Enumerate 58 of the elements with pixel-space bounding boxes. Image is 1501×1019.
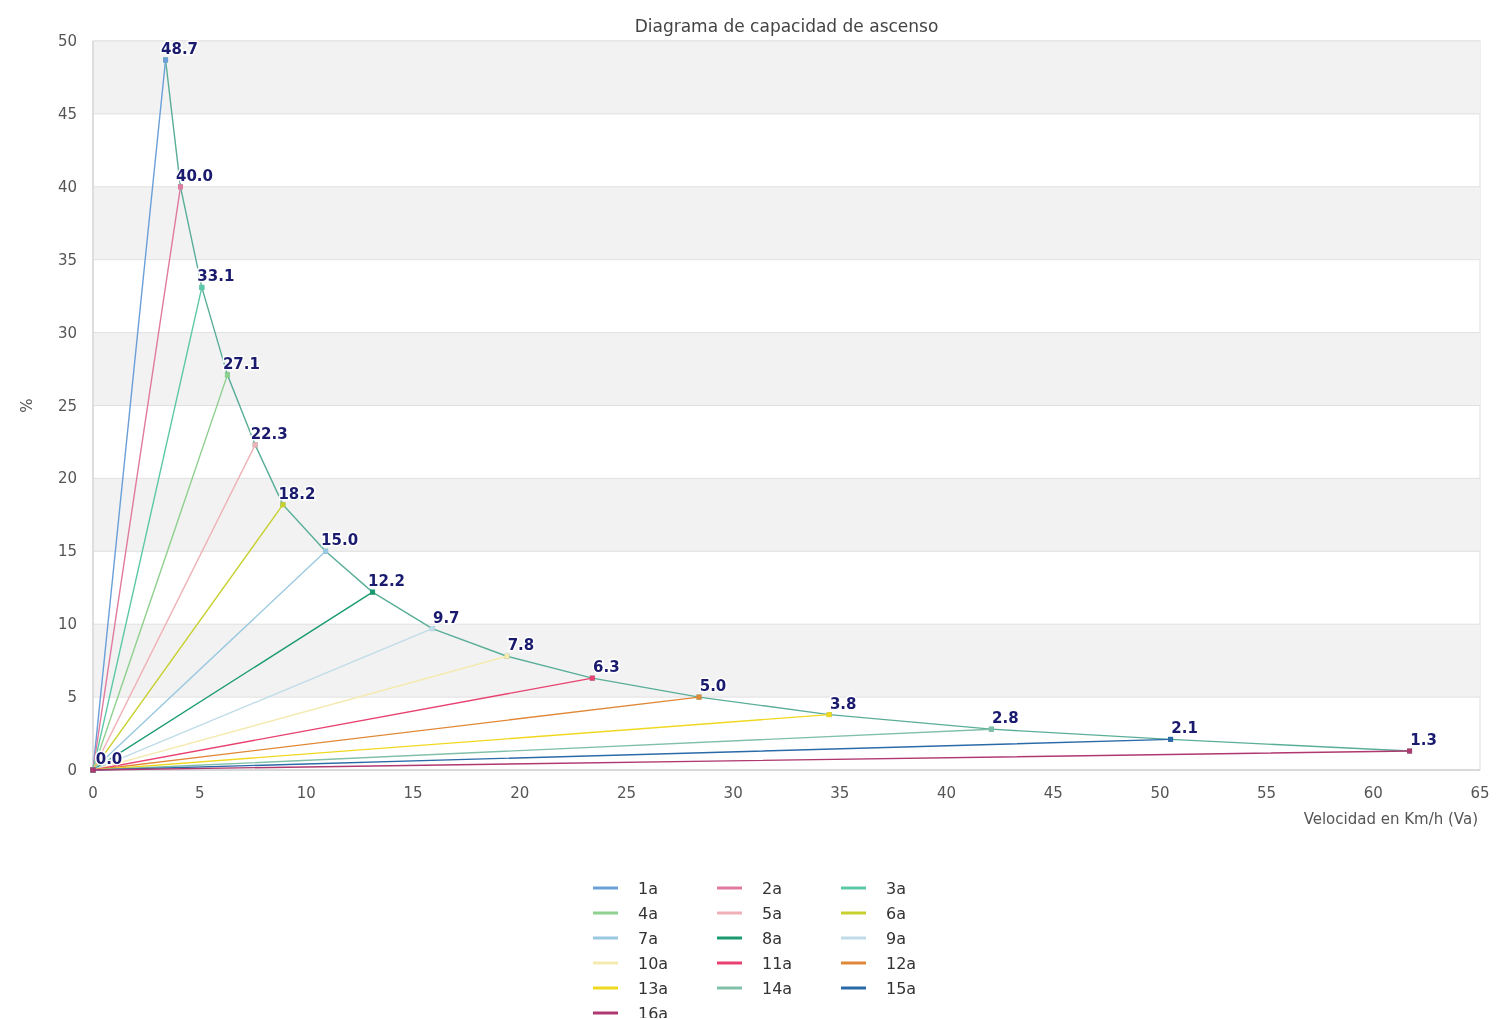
data-label: 5.0 (699, 677, 727, 696)
y-tick-label: 40 (57, 177, 77, 196)
x-tick-label: 20 (510, 784, 530, 802)
legend-label: 10a (638, 954, 669, 973)
data-label: 2.1 (1171, 719, 1198, 738)
chart-title: Diagrama de capacidad de ascenso (634, 16, 939, 36)
legend-label: 7a (638, 929, 658, 948)
legend-label: 4a (638, 904, 658, 923)
x-tick-label: 25 (616, 784, 637, 802)
data-label: 48.7 (161, 39, 199, 58)
data-label: 9.7 (432, 608, 460, 627)
legend-label: 9a (886, 929, 906, 948)
x-axis-title: Velocidad en Km/h (Va) (1303, 810, 1478, 828)
data-label: 12.2 (368, 572, 406, 591)
legend-label: 14a (762, 979, 793, 998)
y-tick-label: 45 (57, 104, 77, 123)
data-label: 40.0 (175, 166, 213, 185)
legend-label: 13a (638, 979, 669, 998)
y-tick-label: 35 (57, 250, 77, 269)
y-axis-title: % (18, 398, 36, 413)
y-tick-label: 15 (57, 542, 77, 561)
x-tick-label: 30 (723, 784, 743, 802)
legend-label: 2a (762, 879, 782, 898)
data-label: 15.0 (321, 531, 359, 550)
data-label: 6.3 (593, 658, 620, 677)
y-tick-label: 25 (57, 396, 77, 415)
x-tick-label: 60 (1363, 784, 1383, 802)
y-tick-label: 50 (57, 32, 77, 50)
legend-label: 15a (886, 979, 917, 998)
legend-label: 6a (886, 904, 906, 923)
data-label: 18.2 (278, 484, 316, 503)
data-label: 2.8 (992, 709, 1019, 728)
x-tick-label: 50 (1150, 784, 1170, 802)
x-tick-label: 0 (88, 784, 98, 802)
y-tick-label: 5 (67, 688, 77, 707)
legend-label: 12a (886, 954, 917, 973)
data-label: 22.3 (250, 424, 288, 443)
y-tick-label: 30 (57, 323, 77, 342)
y-tick-label: 0 (67, 761, 77, 779)
x-tick-label: 40 (936, 784, 957, 802)
x-tick-label: 55 (1257, 784, 1277, 802)
x-tick-label: 65 (1470, 784, 1490, 802)
data-label: 3.8 (829, 694, 857, 713)
x-tick-label: 10 (296, 784, 316, 802)
y-tick-label: 10 (57, 615, 77, 634)
x-tick-label: 15 (403, 784, 423, 802)
x-tick-label: 45 (1043, 784, 1063, 802)
x-tick-label: 5 (194, 784, 205, 802)
legend-label: 1a (638, 879, 658, 898)
legend-label: 11a (762, 954, 793, 973)
data-label: 27.1 (222, 354, 260, 373)
x-tick-label: 35 (830, 784, 850, 802)
legend-label: 3a (886, 879, 906, 898)
legend-label: 5a (762, 904, 782, 923)
y-tick-label: 20 (57, 469, 77, 488)
data-label: 1.3 (1410, 731, 1437, 750)
legend-label: 8a (762, 929, 782, 948)
data-label: 7.8 (507, 636, 535, 655)
